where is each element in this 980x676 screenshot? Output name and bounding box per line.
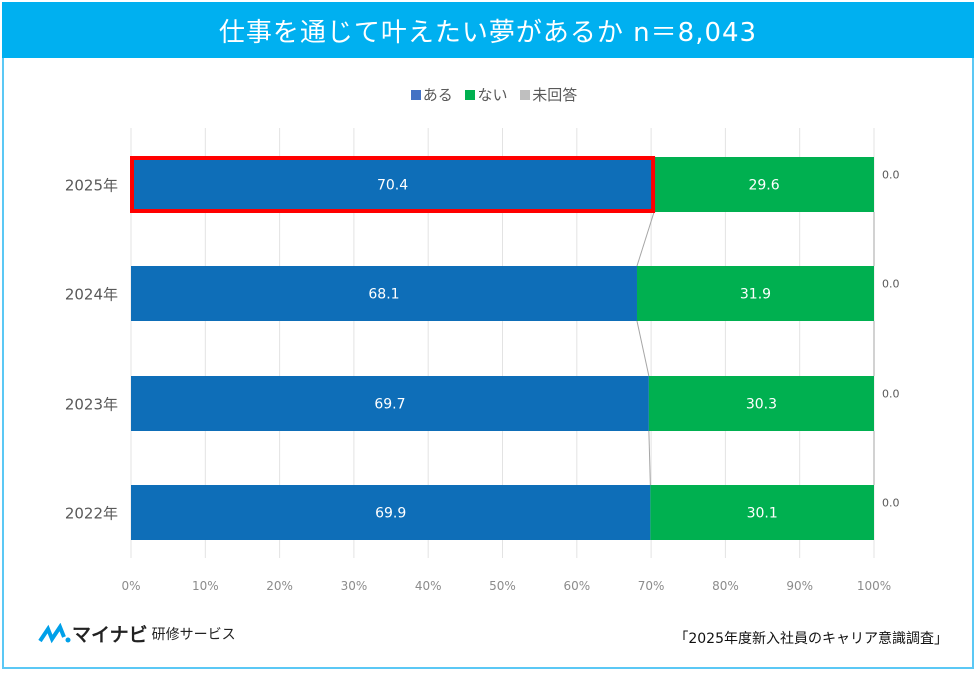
bar-aru	[131, 376, 649, 431]
data-label: 68.1	[368, 287, 399, 303]
legend-label-nai: ない	[477, 86, 508, 104]
data-label: 31.9	[740, 287, 771, 303]
data-label: 0.0	[882, 388, 900, 401]
x-tick-label: 50%	[489, 579, 516, 593]
source-note: 「2025年度新入社員のキャリア意識調査」	[674, 631, 948, 647]
bar-aru	[131, 266, 637, 321]
bar-nai	[648, 376, 874, 431]
data-label: 69.9	[375, 506, 406, 522]
logo-mark-icon	[38, 622, 71, 643]
bar-nai	[650, 485, 874, 540]
x-tick-label: 90%	[786, 579, 813, 593]
bar-aru	[131, 157, 655, 212]
legend-swatch-aru	[410, 90, 421, 100]
series-connector	[636, 211, 655, 267]
y-tick-label: 2022年	[65, 505, 118, 523]
x-tick-label: 60%	[563, 579, 590, 593]
bar-nai	[636, 266, 874, 321]
x-tick-label: 100%	[857, 579, 891, 593]
legend-label-aru: ある	[422, 86, 453, 104]
bar-aru	[131, 485, 651, 540]
data-label: 30.3	[746, 397, 777, 413]
series-connector	[648, 430, 651, 486]
x-tick-label: 80%	[712, 579, 739, 593]
x-tick-label: 30%	[341, 579, 368, 593]
data-label: 0.0	[882, 497, 900, 510]
mynavi-logo: マイナビ 研修サービス	[38, 620, 236, 647]
data-label: 0.0	[882, 278, 900, 291]
x-tick-label: 20%	[266, 579, 293, 593]
x-tick-label: 40%	[415, 579, 442, 593]
x-tick-label: 70%	[638, 579, 665, 593]
data-label: 30.1	[747, 506, 778, 522]
logo-main: マイナビ	[72, 624, 148, 646]
legend-swatch-mikaitou	[520, 90, 531, 100]
y-tick-label: 2024年	[65, 286, 118, 304]
data-label: 0.0	[882, 169, 900, 182]
series-connector	[636, 320, 650, 377]
x-tick-label: 0%	[121, 579, 140, 593]
legend: ある ない 未回答	[0, 84, 980, 105]
data-label: 70.4	[377, 178, 408, 194]
y-tick-label: 2025年	[65, 177, 118, 195]
legend-swatch-nai	[465, 90, 476, 100]
data-label: 69.7	[374, 397, 405, 413]
y-tick-label: 2023年	[65, 396, 118, 414]
x-tick-label: 10%	[192, 579, 219, 593]
highlight-box	[130, 156, 656, 213]
data-label: 29.6	[748, 178, 779, 194]
bar-nai	[654, 157, 874, 212]
logo-sub: 研修サービス	[151, 626, 236, 643]
legend-label-mikaitou: 未回答	[532, 86, 578, 104]
chart-title: 仕事を通じて叶えたい夢があるか n＝8,043	[2, 2, 974, 58]
